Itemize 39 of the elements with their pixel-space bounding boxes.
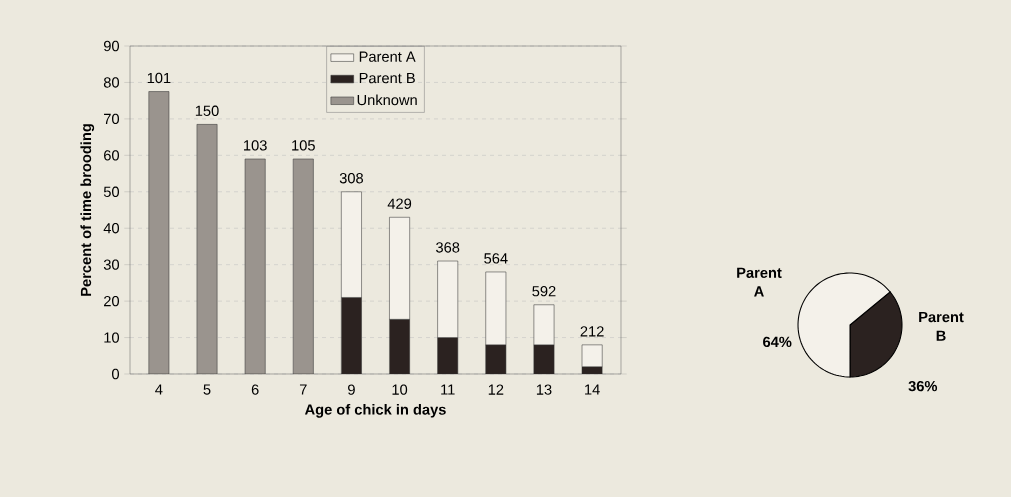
data-label: 64% — [763, 336, 792, 348]
x-tick-label: 5 — [203, 384, 211, 395]
annotation: 368 — [436, 242, 460, 253]
y-tick-label: 0 — [112, 368, 120, 380]
annotation: 564 — [484, 253, 508, 264]
x-tick-label: 7 — [299, 384, 307, 395]
annotation: 429 — [387, 198, 412, 209]
annotation: 212 — [580, 326, 604, 337]
x-tick-label: 9 — [348, 384, 355, 395]
x-tick-label: 11 — [441, 384, 455, 395]
annotation: 150 — [195, 105, 219, 116]
annotation: 103 — [244, 140, 267, 151]
annotation: 592 — [532, 285, 556, 297]
x-tick-label: 12 — [488, 384, 504, 395]
legend-label: Parent A — [359, 51, 416, 62]
y-tick-label: 70 — [104, 113, 120, 125]
y-tick-label: 90 — [103, 40, 120, 52]
x-tick-label: 10 — [392, 384, 408, 395]
x-axis-title: Age of chick in days — [304, 403, 446, 418]
x-tick-label: 4 — [155, 384, 163, 395]
y-tick-label: 80 — [103, 77, 120, 88]
y-axis-title: Percent of time brooding — [80, 124, 95, 296]
slice-label: Parent A — [737, 267, 782, 297]
slice-label: Parent B — [919, 311, 964, 341]
annotation: 105 — [292, 140, 315, 151]
legend-label: Unknown — [357, 94, 417, 106]
data-label: 36% — [908, 380, 938, 392]
y-tick-label: 40 — [103, 223, 120, 234]
x-tick-label: 13 — [536, 384, 552, 395]
x-tick-label: 6 — [251, 384, 259, 395]
y-tick-label: 20 — [104, 295, 120, 307]
annotation: 308 — [339, 173, 364, 184]
y-tick-label: 60 — [104, 150, 120, 161]
annotation: 101 — [147, 72, 171, 84]
y-tick-label: 30 — [103, 259, 120, 270]
legend-label: Parent B — [359, 73, 415, 84]
y-tick-label: 50 — [103, 186, 120, 197]
x-tick-label: 14 — [585, 384, 600, 395]
y-tick-label: 10 — [104, 332, 120, 343]
